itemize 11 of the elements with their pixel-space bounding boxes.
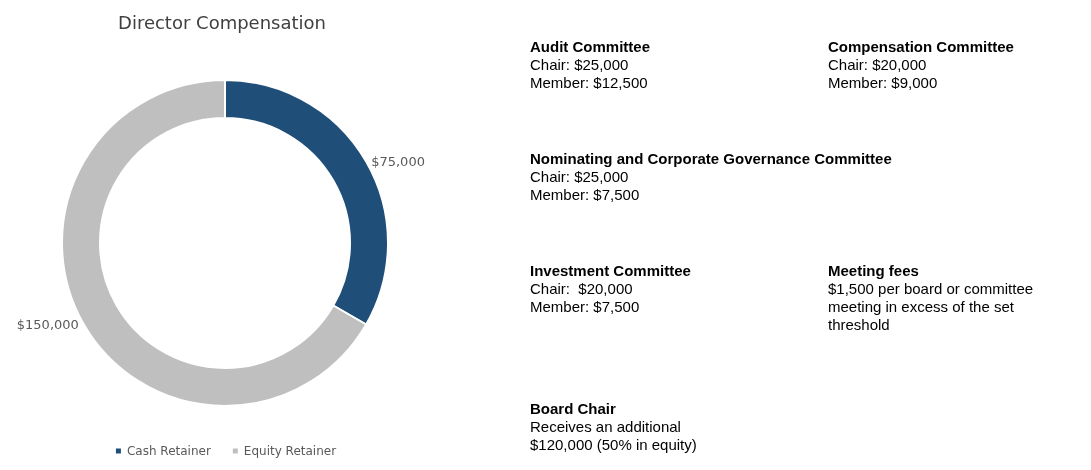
chart-title: Director Compensation bbox=[118, 11, 326, 33]
text: Meeting fees $1,500 per board or committee meeting in excess of the set threshold bbox=[828, 262, 1035, 334]
text: Investment Committee Chair: $20,000 Member: $7,500 bbox=[530, 262, 692, 316]
text: Audit Committee Chair: $25,000 Member: $12,500 bbox=[530, 38, 650, 91]
data-label: $150,000 bbox=[16, 317, 79, 332]
legend-label: Equity Retainer bbox=[243, 444, 337, 458]
data-label: $75,000 bbox=[371, 154, 425, 169]
text: Compensation Committee Chair: $20,000 Member: $9,000 bbox=[828, 38, 1015, 92]
legend-label: Cash Retainer bbox=[126, 444, 211, 458]
text: Board Chair Receives an additional $120,000 (50% in equity) bbox=[530, 400, 698, 454]
text: Nominating and Corporate Governance Committee Chair: $25,000 Member: $7,500 bbox=[530, 150, 893, 204]
